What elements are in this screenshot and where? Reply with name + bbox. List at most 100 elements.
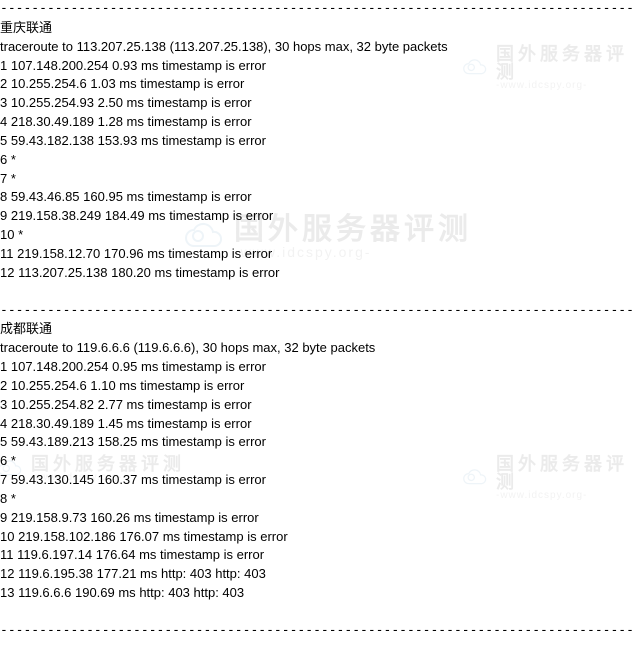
hop-ip: 119.6.195.38 [18, 566, 93, 581]
hop-number: 9 [0, 208, 7, 223]
hop-ip: 219.158.102.186 [18, 529, 116, 544]
hop-number: 12 [0, 566, 14, 581]
hop-tail: timestamp is error [140, 378, 244, 393]
divider-line: ----------------------------------------… [0, 622, 635, 641]
hop-ip: 119.6.6.6 [18, 585, 71, 600]
hop-line: 6 * [0, 151, 635, 170]
hop-number: 9 [0, 510, 7, 525]
hop-ip: * [11, 152, 16, 167]
hop-line: 8 * [0, 490, 635, 509]
divider-line: ----------------------------------------… [0, 302, 635, 321]
hop-number: 8 [0, 189, 7, 204]
hop-line: 13 119.6.6.6 190.69 ms http: 403 http: 4… [0, 584, 635, 603]
hop-line: 2 10.255.254.6 1.10 ms timestamp is erro… [0, 377, 635, 396]
hop-ip: 113.207.25.138 [18, 265, 107, 280]
hop-latency: 184.49 ms [105, 208, 166, 223]
hop-number: 11 [0, 246, 14, 261]
hop-latency: 170.96 ms [104, 246, 165, 261]
hop-line: 5 59.43.182.138 153.93 ms timestamp is e… [0, 132, 635, 151]
hop-number: 2 [0, 378, 7, 393]
hop-ip: 10.255.254.93 [11, 95, 94, 110]
hop-latency: 176.64 ms [96, 547, 157, 562]
blank-line [0, 283, 635, 302]
hop-tail: http: 403 http: 403 [139, 585, 244, 600]
section-title: 成都联通 [0, 320, 635, 339]
hop-ip: 219.158.38.249 [11, 208, 101, 223]
hop-ip: 59.43.46.85 [11, 189, 80, 204]
hop-tail: timestamp is error [162, 58, 266, 73]
hop-tail: timestamp is error [162, 359, 266, 374]
hop-line: 7 59.43.130.145 160.37 ms timestamp is e… [0, 471, 635, 490]
terminal-output: ----------------------------------------… [0, 0, 635, 641]
hop-tail: timestamp is error [184, 529, 288, 544]
hop-latency: 0.93 ms [112, 58, 158, 73]
hop-latency: 1.03 ms [90, 76, 136, 91]
hop-tail: timestamp is error [162, 434, 266, 449]
hop-tail: timestamp is error [162, 472, 266, 487]
hop-latency: 2.50 ms [98, 95, 144, 110]
hop-number: 3 [0, 95, 7, 110]
traceroute-header: traceroute to 113.207.25.138 (113.207.25… [0, 38, 635, 57]
divider-line: ----------------------------------------… [0, 0, 635, 19]
hop-tail: timestamp is error [148, 114, 252, 129]
hop-tail: timestamp is error [162, 133, 266, 148]
hop-line: 11 219.158.12.70 170.96 ms timestamp is … [0, 245, 635, 264]
section-title: 重庆联通 [0, 19, 635, 38]
hop-line: 3 10.255.254.82 2.77 ms timestamp is err… [0, 396, 635, 415]
hop-number: 6 [0, 152, 7, 167]
hop-ip: 119.6.197.14 [17, 547, 92, 562]
hop-latency: 0.95 ms [112, 359, 158, 374]
hop-ip: 107.148.200.254 [11, 359, 109, 374]
hop-latency: 1.10 ms [90, 378, 136, 393]
hop-line: 3 10.255.254.93 2.50 ms timestamp is err… [0, 94, 635, 113]
hop-latency: 180.20 ms [111, 265, 172, 280]
hop-ip: 107.148.200.254 [11, 58, 109, 73]
hop-number: 1 [0, 359, 7, 374]
hop-number: 7 [0, 472, 7, 487]
blank-line [0, 603, 635, 622]
hop-number: 13 [0, 585, 14, 600]
hop-number: 5 [0, 133, 7, 148]
hop-latency: 2.77 ms [98, 397, 144, 412]
hop-ip: 219.158.9.73 [11, 510, 87, 525]
hop-number: 11 [0, 547, 14, 562]
hop-number: 8 [0, 491, 7, 506]
hop-tail: timestamp is error [140, 76, 244, 91]
hop-line: 4 218.30.49.189 1.45 ms timestamp is err… [0, 415, 635, 434]
hop-latency: 190.69 ms [75, 585, 136, 600]
hop-line: 8 59.43.46.85 160.95 ms timestamp is err… [0, 188, 635, 207]
hop-line: 11 119.6.197.14 176.64 ms timestamp is e… [0, 546, 635, 565]
hop-latency: 158.25 ms [98, 434, 159, 449]
hop-line: 9 219.158.9.73 160.26 ms timestamp is er… [0, 509, 635, 528]
hop-tail: timestamp is error [175, 265, 279, 280]
hop-tail: timestamp is error [148, 416, 252, 431]
hop-number: 4 [0, 114, 7, 129]
hop-latency: 177.21 ms [97, 566, 158, 581]
hop-line: 1 107.148.200.254 0.93 ms timestamp is e… [0, 57, 635, 76]
hop-tail: timestamp is error [169, 208, 273, 223]
hop-ip: 218.30.49.189 [11, 416, 94, 431]
hop-tail: timestamp is error [168, 246, 272, 261]
hop-latency: 160.37 ms [98, 472, 159, 487]
hop-line: 10 * [0, 226, 635, 245]
hop-line: 12 119.6.195.38 177.21 ms http: 403 http… [0, 565, 635, 584]
hop-line: 9 219.158.38.249 184.49 ms timestamp is … [0, 207, 635, 226]
hop-number: 1 [0, 58, 7, 73]
hop-ip: 10.255.254.82 [11, 397, 94, 412]
hop-line: 10 219.158.102.186 176.07 ms timestamp i… [0, 528, 635, 547]
hop-number: 12 [0, 265, 14, 280]
hop-latency: 153.93 ms [98, 133, 159, 148]
hop-latency: 176.07 ms [119, 529, 180, 544]
hop-tail: timestamp is error [148, 95, 252, 110]
hop-latency: 160.95 ms [83, 189, 144, 204]
hop-ip: * [11, 171, 16, 186]
hop-tail: http: 403 http: 403 [161, 566, 266, 581]
hop-line: 5 59.43.189.213 158.25 ms timestamp is e… [0, 433, 635, 452]
hop-line: 12 113.207.25.138 180.20 ms timestamp is… [0, 264, 635, 283]
hop-ip: 59.43.130.145 [11, 472, 94, 487]
hop-number: 6 [0, 453, 7, 468]
hop-ip: 10.255.254.6 [11, 76, 87, 91]
hop-tail: timestamp is error [155, 510, 259, 525]
hop-ip: * [11, 453, 16, 468]
hop-ip: * [11, 491, 16, 506]
